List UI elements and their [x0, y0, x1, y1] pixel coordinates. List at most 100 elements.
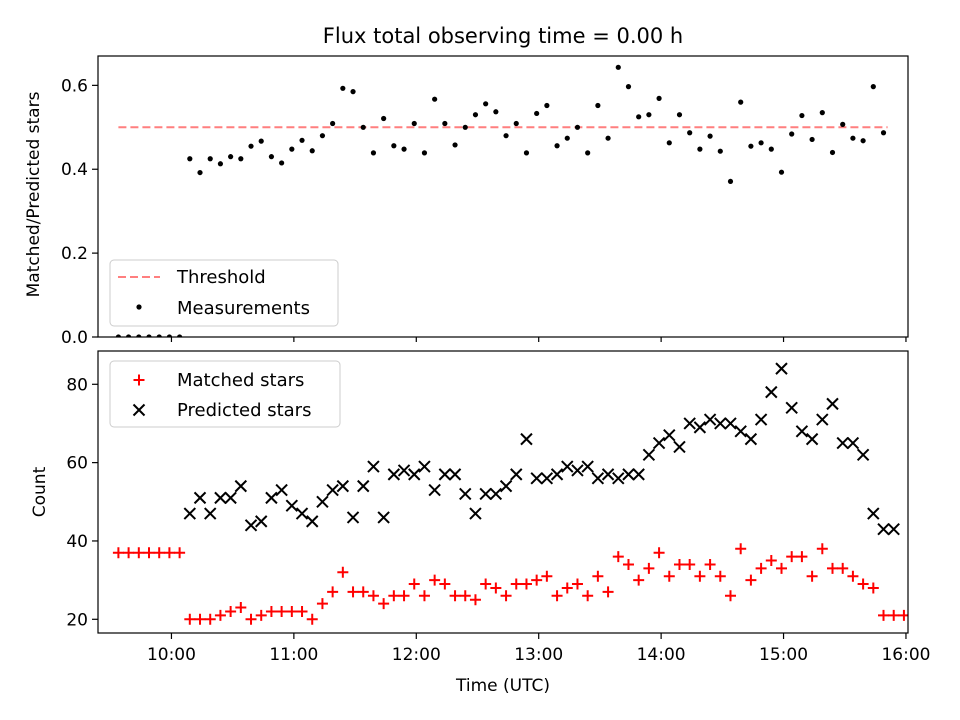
- matched-star-point: [163, 547, 175, 559]
- measurement-point: [299, 137, 305, 143]
- matched-star-point: [184, 613, 196, 625]
- predicted-star-point: [601, 468, 615, 481]
- matched-star-point: [123, 547, 135, 559]
- measurement-point: [615, 64, 621, 70]
- top-panel-frame: [97, 55, 909, 338]
- matched-star-point: [296, 605, 308, 617]
- matched-star-point: [225, 605, 237, 617]
- measurement-point: [421, 150, 428, 156]
- measurement-point: [381, 115, 387, 122]
- predicted-star-point: [479, 487, 492, 501]
- measurement-point: [748, 143, 754, 149]
- measurement-point: [758, 140, 764, 146]
- predicted-star-point: [744, 432, 758, 446]
- bottom-y-tick-label: 40: [66, 532, 88, 552]
- matched-star-point: [592, 570, 604, 582]
- predicted-star-point: [785, 401, 798, 414]
- predicted-star-point: [255, 515, 268, 528]
- matched-star-point: [500, 590, 512, 602]
- predicted-star-point: [346, 511, 360, 524]
- predicted-star-point: [663, 429, 676, 442]
- measurement-point: [523, 150, 530, 156]
- predicted-star-point: [642, 448, 656, 461]
- matched-stars-series: [112, 543, 908, 625]
- matched-star-point: [174, 547, 186, 559]
- predicted-star-point: [724, 417, 737, 430]
- matched-star-point: [265, 605, 277, 617]
- matched-star-point: [612, 551, 624, 563]
- matched-star-point: [153, 547, 165, 559]
- predicted-star-point: [765, 385, 778, 399]
- predicted-star-point: [877, 523, 890, 536]
- predicted-star-point: [805, 432, 819, 446]
- matched-star-point: [469, 594, 481, 606]
- predicted-star-point: [673, 440, 686, 454]
- legend-matched-swatch: [133, 374, 145, 386]
- measurement-point: [330, 120, 336, 127]
- matched-star-point: [643, 562, 655, 574]
- bottom-panel-y-axis-label: Count: [30, 466, 50, 517]
- matched-star-point: [531, 574, 543, 586]
- measurement-point: [136, 334, 142, 337]
- matched-star-point: [704, 558, 716, 570]
- predicted-star-point: [469, 507, 482, 520]
- matched-star-point: [806, 570, 818, 582]
- predicted-star-point: [510, 468, 523, 481]
- bottom-x-tick-label: 10:00: [147, 645, 196, 665]
- bottom-y-tick-label: 60: [66, 454, 88, 474]
- predicted-star-point: [754, 413, 768, 426]
- predicted-star-point: [652, 436, 666, 450]
- predicted-star-point: [326, 483, 339, 497]
- bottom-x-tick-label: 15:00: [759, 645, 808, 665]
- measurement-point: [503, 133, 509, 139]
- measurement-point: [676, 112, 683, 118]
- measurement-point: [432, 96, 438, 102]
- predicted-star-point: [703, 413, 717, 426]
- measurement-point: [625, 84, 632, 90]
- top-y-tick-label: 0.0: [61, 328, 88, 348]
- matched-star-point: [194, 613, 206, 625]
- matched-star-point: [837, 562, 849, 574]
- matched-star-point: [286, 605, 298, 617]
- matched-star-point: [327, 586, 339, 598]
- matched-star-point: [745, 574, 757, 586]
- matched-star-point: [653, 547, 665, 559]
- predicted-star-point: [367, 460, 380, 473]
- measurement-point: [197, 169, 203, 176]
- legend-predicted-swatch: [132, 403, 146, 417]
- top-panel-plot-area: [115, 64, 888, 337]
- measurement-point: [462, 124, 468, 130]
- measurement-point: [534, 110, 540, 117]
- measurement-point: [768, 146, 774, 152]
- bottom-y-tick-label: 20: [66, 610, 88, 630]
- predicted-star-point: [826, 397, 839, 411]
- matched-star-point: [520, 578, 532, 590]
- matched-star-point: [143, 547, 155, 559]
- predicted-star-point: [387, 468, 401, 481]
- predicted-star-point: [887, 523, 900, 536]
- predicted-star-point: [540, 472, 554, 485]
- matched-star-point: [847, 570, 859, 582]
- matched-star-point: [796, 551, 808, 563]
- matched-star-point: [622, 558, 634, 570]
- bottom-x-tick-label: 11:00: [269, 645, 318, 665]
- measurement-point: [279, 160, 285, 166]
- predicted-stars-series: [183, 362, 900, 536]
- matched-star-point: [235, 602, 247, 614]
- matched-star-point: [571, 578, 583, 590]
- predicted-star-point: [489, 487, 503, 501]
- matched-star-point: [663, 570, 675, 582]
- predicted-star-point: [520, 432, 533, 446]
- matched-star-point: [112, 547, 124, 559]
- predicted-star-point: [438, 468, 452, 481]
- matched-star-point: [490, 582, 502, 594]
- measurement-point: [360, 124, 366, 130]
- measurement-point: [350, 89, 356, 95]
- matched-star-point: [541, 570, 553, 582]
- matched-star-point: [827, 562, 839, 574]
- measurement-point: [513, 120, 519, 127]
- matched-star-point: [694, 570, 706, 582]
- measurement-point: [656, 95, 662, 101]
- top-panel-y-axis-label: Matched/Predicted stars: [24, 91, 44, 297]
